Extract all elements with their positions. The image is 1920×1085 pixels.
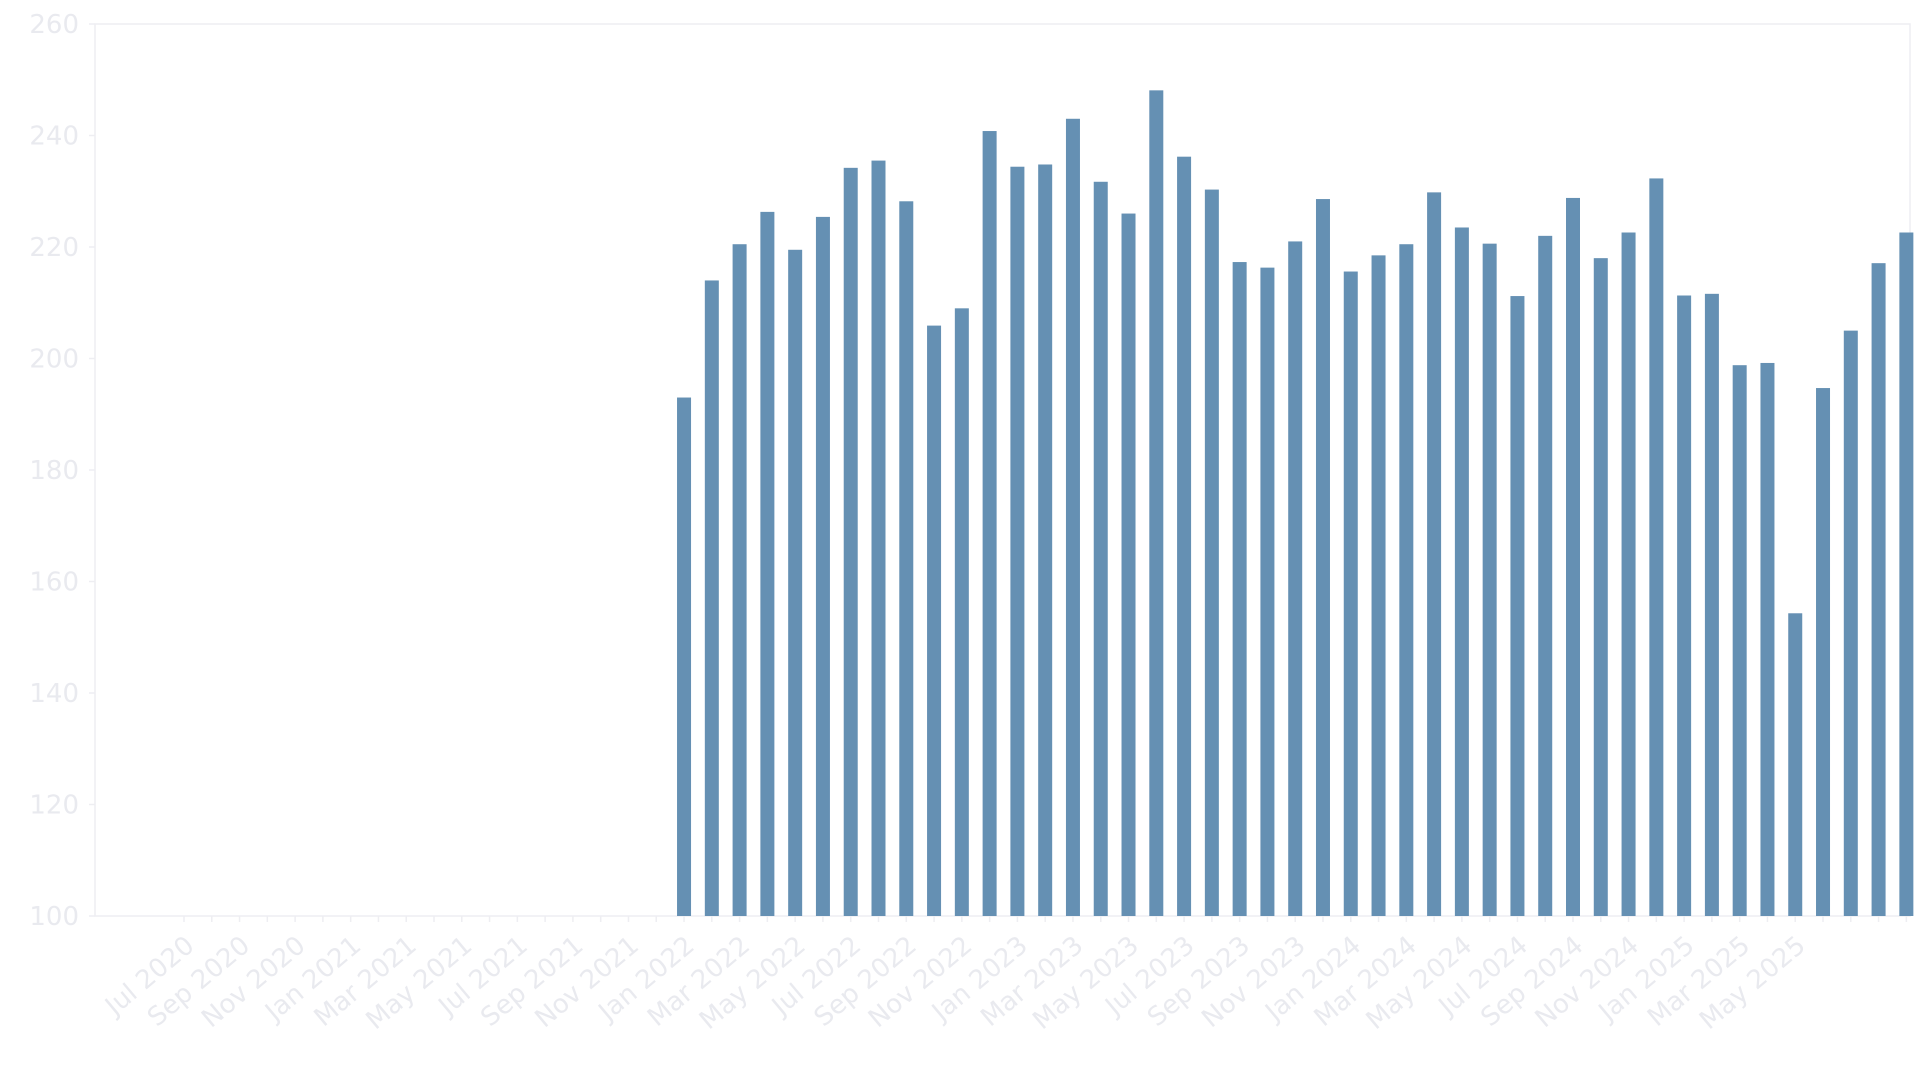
bar bbox=[1454, 227, 1469, 917]
y-tick-label: 180 bbox=[29, 456, 79, 486]
bar bbox=[1538, 235, 1553, 917]
bar bbox=[1343, 271, 1358, 916]
bar bbox=[954, 308, 969, 916]
bar bbox=[1593, 258, 1608, 916]
bar bbox=[1065, 118, 1080, 916]
bar bbox=[1732, 365, 1747, 916]
bar bbox=[1482, 243, 1497, 916]
bar bbox=[1871, 263, 1886, 917]
bar bbox=[1843, 330, 1858, 916]
y-tick-label: 120 bbox=[29, 791, 79, 821]
bar bbox=[1621, 232, 1636, 916]
bar bbox=[1427, 192, 1442, 917]
bar bbox=[1093, 181, 1108, 916]
bar bbox=[1260, 267, 1275, 916]
bar bbox=[704, 280, 719, 916]
bar bbox=[1315, 199, 1330, 916]
bar bbox=[1288, 241, 1303, 917]
bar bbox=[1371, 255, 1386, 917]
y-tick-label: 140 bbox=[29, 679, 79, 709]
y-tick-label: 220 bbox=[29, 233, 79, 263]
bar bbox=[1177, 156, 1192, 916]
y-tick-label: 100 bbox=[29, 902, 79, 932]
y-tick-label: 240 bbox=[29, 122, 79, 152]
bar bbox=[1232, 262, 1247, 916]
bar bbox=[1399, 244, 1414, 916]
bar bbox=[1788, 613, 1803, 916]
bar bbox=[760, 211, 775, 916]
bar bbox=[1649, 178, 1664, 917]
bar bbox=[1121, 213, 1136, 917]
y-tick-label: 260 bbox=[29, 10, 79, 40]
bar bbox=[1204, 189, 1219, 916]
bar bbox=[1816, 388, 1831, 916]
bar bbox=[815, 216, 830, 916]
bar bbox=[899, 201, 914, 916]
bar bbox=[871, 160, 886, 916]
bar bbox=[788, 249, 803, 917]
y-tick-label: 200 bbox=[29, 345, 79, 375]
bar bbox=[1677, 295, 1692, 916]
y-tick-label: 160 bbox=[29, 568, 79, 598]
bar bbox=[982, 131, 997, 917]
bar bbox=[1149, 90, 1164, 916]
bar bbox=[1899, 232, 1914, 916]
bar bbox=[1760, 362, 1775, 917]
bar bbox=[732, 244, 747, 916]
bar bbox=[927, 325, 942, 916]
bar bbox=[1510, 296, 1525, 916]
plot-frame bbox=[94, 23, 1911, 917]
bar bbox=[1010, 166, 1025, 917]
bar bbox=[1038, 164, 1053, 917]
bar bbox=[1704, 293, 1719, 917]
bar bbox=[843, 167, 858, 916]
bar bbox=[677, 397, 692, 916]
bar bbox=[1566, 197, 1580, 916]
